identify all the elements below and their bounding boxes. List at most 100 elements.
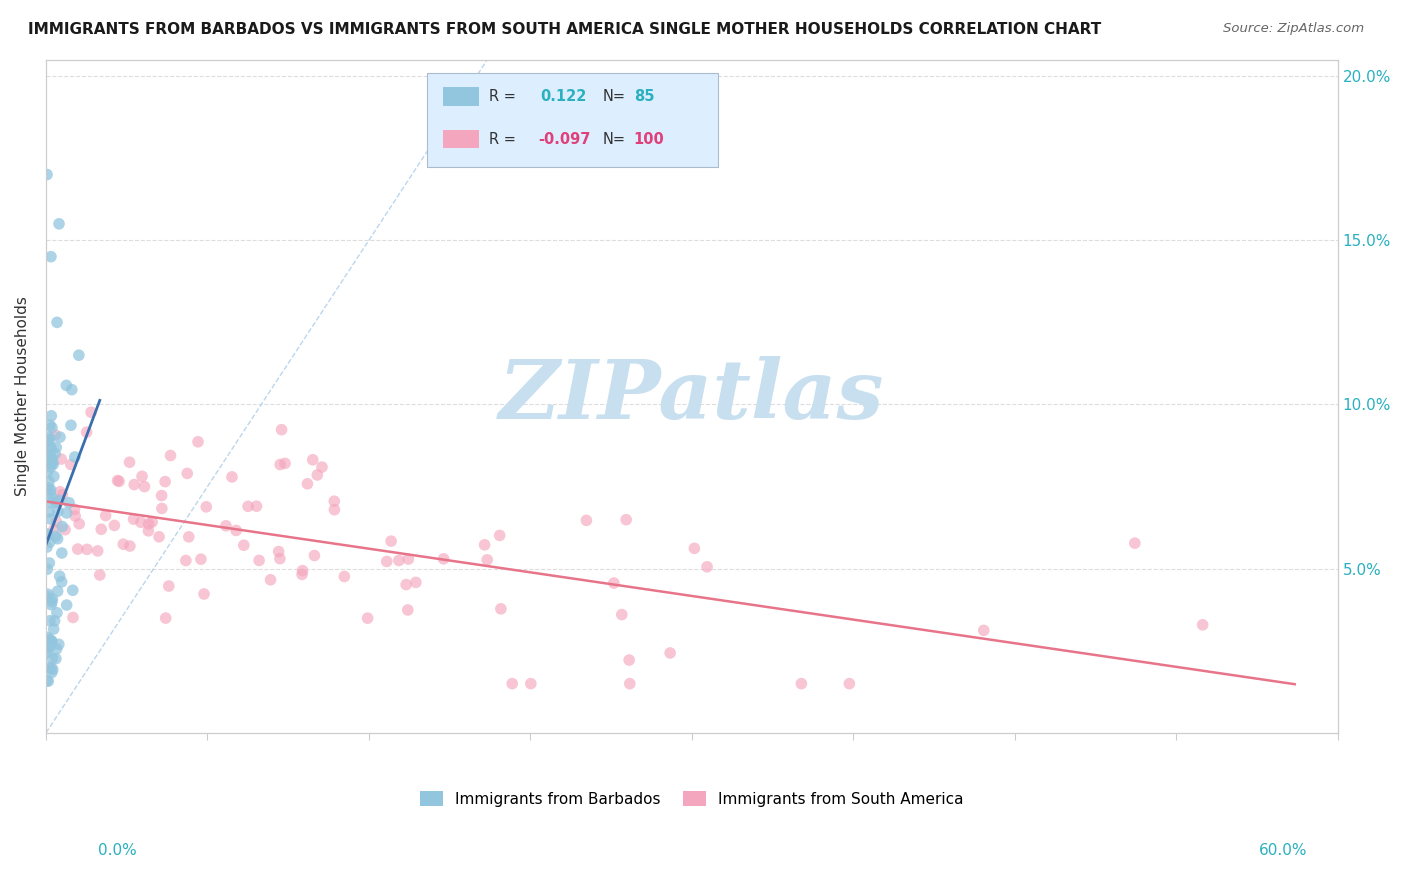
Point xyxy=(291,564,314,578)
Point xyxy=(614,513,637,527)
Point xyxy=(90,522,112,536)
Text: N=: N= xyxy=(603,89,626,104)
Point xyxy=(333,569,356,583)
Point xyxy=(48,637,70,651)
Point xyxy=(55,506,77,520)
Point xyxy=(35,527,58,541)
Point xyxy=(155,611,177,625)
Text: 0.122: 0.122 xyxy=(541,89,588,104)
Point xyxy=(148,530,170,544)
Point xyxy=(973,624,995,638)
Point xyxy=(323,502,346,516)
Point xyxy=(617,653,640,667)
Point xyxy=(122,512,145,526)
Point xyxy=(375,554,398,568)
Point xyxy=(39,459,62,474)
Text: 100: 100 xyxy=(634,131,665,146)
Point xyxy=(48,569,70,583)
Point xyxy=(35,673,58,688)
Point xyxy=(41,491,63,506)
Point xyxy=(356,611,378,625)
Point xyxy=(41,451,63,466)
Point xyxy=(118,539,141,553)
Point xyxy=(38,660,60,674)
Point xyxy=(44,447,66,461)
Y-axis label: Single Mother Households: Single Mother Households xyxy=(15,296,30,496)
Point xyxy=(267,544,290,558)
Point xyxy=(215,518,238,533)
Point xyxy=(45,606,67,620)
Text: IMMIGRANTS FROM BARBADOS VS IMMIGRANTS FROM SOUTH AMERICA SINGLE MOTHER HOUSEHOL: IMMIGRANTS FROM BARBADOS VS IMMIGRANTS F… xyxy=(28,22,1101,37)
Point xyxy=(39,661,62,675)
Point xyxy=(134,479,156,493)
Point xyxy=(37,674,59,689)
Point xyxy=(195,500,218,514)
Point xyxy=(37,481,59,495)
Point xyxy=(51,546,73,560)
Point xyxy=(489,602,512,616)
Point xyxy=(247,553,270,567)
Point xyxy=(44,614,66,628)
Point xyxy=(63,450,86,464)
Point xyxy=(323,494,346,508)
Point xyxy=(291,567,314,582)
Point xyxy=(39,614,62,628)
Point xyxy=(45,651,67,665)
Point xyxy=(245,499,267,513)
Point xyxy=(38,432,60,446)
Point xyxy=(396,603,419,617)
Point xyxy=(45,529,67,543)
Point xyxy=(37,587,59,601)
Point xyxy=(38,475,60,489)
Point xyxy=(301,452,323,467)
Point xyxy=(89,568,111,582)
Point xyxy=(619,676,641,690)
Point xyxy=(520,676,543,690)
Point xyxy=(35,646,58,660)
Point xyxy=(39,442,62,456)
Point xyxy=(388,553,411,567)
Point xyxy=(1123,536,1146,550)
Point xyxy=(37,434,59,448)
Point xyxy=(46,315,69,329)
Point xyxy=(38,535,60,549)
Point xyxy=(76,542,98,557)
Point xyxy=(38,449,60,463)
Point xyxy=(501,676,523,690)
Point xyxy=(66,542,89,557)
Point xyxy=(575,513,598,527)
Point xyxy=(696,559,718,574)
Point xyxy=(311,460,333,475)
Point xyxy=(59,418,82,433)
Point xyxy=(67,516,90,531)
Point xyxy=(41,455,63,469)
Point xyxy=(42,622,65,636)
FancyBboxPatch shape xyxy=(443,129,478,148)
Text: -0.097: -0.097 xyxy=(538,131,591,146)
Point xyxy=(80,405,103,419)
Point xyxy=(138,516,160,531)
Point xyxy=(177,530,200,544)
Point xyxy=(193,587,215,601)
Point xyxy=(39,418,62,433)
Point xyxy=(150,501,173,516)
Legend: Immigrants from Barbados, Immigrants from South America: Immigrants from Barbados, Immigrants fro… xyxy=(413,785,970,813)
Point xyxy=(51,519,73,533)
Point xyxy=(51,488,73,502)
Point xyxy=(157,579,180,593)
Point xyxy=(46,504,69,518)
Point xyxy=(37,562,59,576)
Point xyxy=(232,538,254,552)
Point xyxy=(603,576,626,591)
Point xyxy=(41,634,63,648)
Point xyxy=(380,534,402,549)
Point xyxy=(474,538,496,552)
Point xyxy=(39,250,62,264)
Point xyxy=(41,592,63,607)
Point xyxy=(44,428,66,442)
Point xyxy=(39,483,62,497)
Point xyxy=(39,457,62,471)
Point xyxy=(405,575,427,590)
Point xyxy=(62,610,84,624)
Point xyxy=(1191,617,1213,632)
